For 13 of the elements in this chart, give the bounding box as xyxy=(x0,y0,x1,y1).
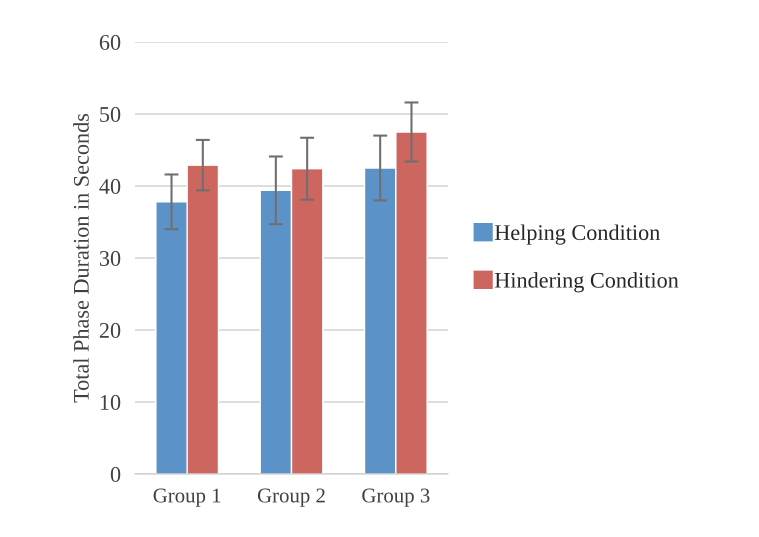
x-tick-label: Group 1 xyxy=(154,488,220,507)
x-tick-label: Group 3 xyxy=(362,488,430,507)
y-tick-label: 0 xyxy=(110,466,120,482)
y-tick-label: 10 xyxy=(100,394,120,410)
y-tick-label: 20 xyxy=(100,322,120,338)
y-tick-label: 30 xyxy=(100,250,120,266)
legend-label: Hindering Condition xyxy=(494,272,678,292)
y-tick-label: 40 xyxy=(99,178,120,194)
y-axis-title: Total Phase Duration in Seconds xyxy=(73,114,89,402)
y-tick-label: 60 xyxy=(100,34,120,50)
y-tick-label: 50 xyxy=(100,106,120,122)
x-tick-label: Group 2 xyxy=(258,488,325,507)
legend-label: Helping Condition xyxy=(494,224,660,245)
